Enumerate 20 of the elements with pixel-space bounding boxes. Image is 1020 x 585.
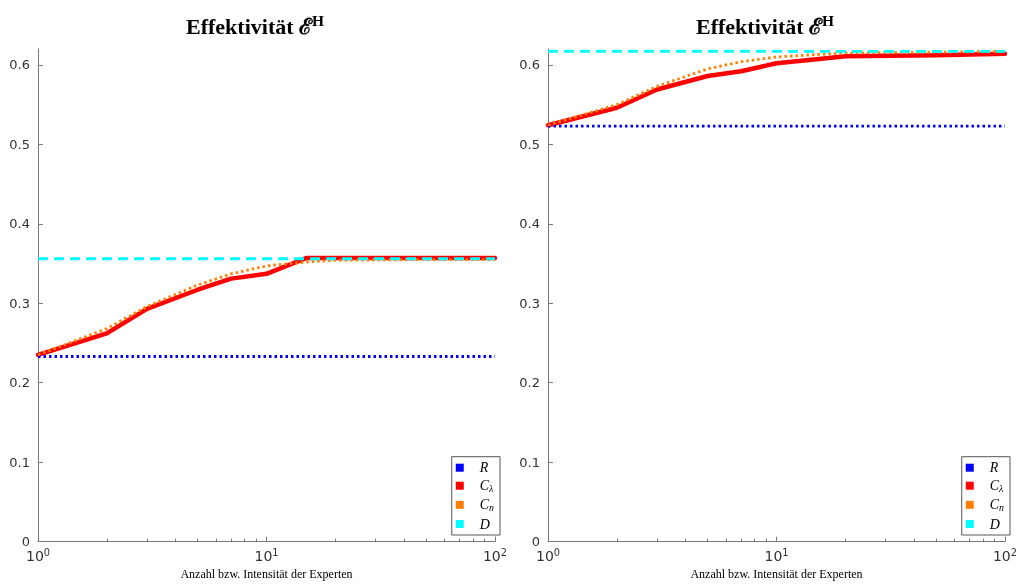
y-tick-label: 0.6 <box>519 57 540 73</box>
y-tick-label: 0.4 <box>519 216 540 232</box>
y-tick-label: 0.5 <box>519 136 540 152</box>
legend-label: R <box>478 460 489 476</box>
y-tick-label: 0.2 <box>519 375 540 391</box>
y-tick-label: 0.6 <box>9 57 30 73</box>
y-tick-label: 0.1 <box>9 454 30 470</box>
y-tick-label: 0.3 <box>9 295 30 311</box>
y-tick-label: 0.5 <box>9 136 30 152</box>
y-tick-label: 0.2 <box>9 375 30 391</box>
y-tick-label: 0.1 <box>519 454 540 470</box>
y-tick-label: 0 <box>21 534 30 550</box>
x-axis-title: Anzahl bzw. Intensität der Experten <box>180 567 353 581</box>
legend-label: D <box>478 516 490 532</box>
legend-label: D <box>988 516 1000 532</box>
legend-label: R <box>988 460 999 476</box>
y-tick-label: 0.4 <box>9 216 30 232</box>
x-axis-title: Anzahl bzw. Intensität der Experten <box>690 567 863 581</box>
y-tick-label: 0 <box>531 534 540 550</box>
y-tick-label: 0.3 <box>519 295 540 311</box>
